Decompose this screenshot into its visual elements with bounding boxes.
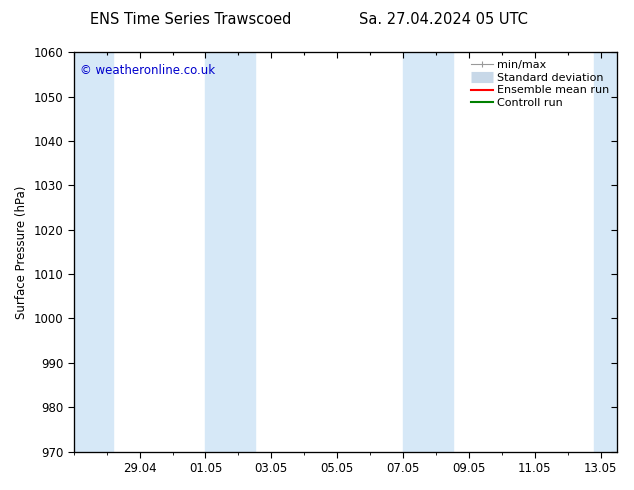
Text: Sa. 27.04.2024 05 UTC: Sa. 27.04.2024 05 UTC [359, 12, 528, 27]
Y-axis label: Surface Pressure (hPa): Surface Pressure (hPa) [15, 185, 28, 318]
Legend: min/max, Standard deviation, Ensemble mean run, Controll run: min/max, Standard deviation, Ensemble me… [469, 58, 612, 110]
Bar [67, 52, 113, 452]
Bar [594, 52, 618, 452]
Bar [205, 52, 255, 452]
Text: © weatheronline.co.uk: © weatheronline.co.uk [81, 64, 216, 77]
Bar [403, 52, 453, 452]
Text: ENS Time Series Trawscoed: ENS Time Series Trawscoed [89, 12, 291, 27]
